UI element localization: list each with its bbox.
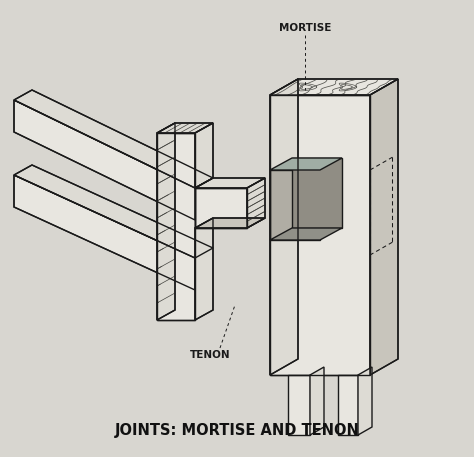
Polygon shape — [157, 123, 175, 320]
Polygon shape — [157, 133, 195, 320]
Polygon shape — [310, 367, 324, 435]
Polygon shape — [288, 375, 310, 435]
Polygon shape — [270, 95, 370, 375]
Polygon shape — [370, 79, 398, 375]
Polygon shape — [14, 90, 213, 188]
Polygon shape — [247, 178, 265, 228]
Polygon shape — [14, 165, 213, 258]
Polygon shape — [358, 367, 372, 435]
Polygon shape — [195, 188, 247, 228]
Polygon shape — [157, 123, 213, 133]
Polygon shape — [270, 79, 398, 95]
Polygon shape — [195, 218, 265, 228]
Polygon shape — [270, 158, 342, 170]
Text: TENON: TENON — [190, 350, 230, 360]
Polygon shape — [14, 100, 195, 220]
Polygon shape — [195, 178, 265, 188]
Polygon shape — [14, 175, 195, 290]
Polygon shape — [270, 79, 298, 375]
Text: JOINTS: MORTISE AND TENON: JOINTS: MORTISE AND TENON — [115, 423, 359, 437]
Text: MORTISE: MORTISE — [279, 23, 331, 33]
Polygon shape — [195, 123, 213, 188]
Polygon shape — [270, 228, 342, 240]
Polygon shape — [270, 170, 320, 240]
Polygon shape — [338, 375, 358, 435]
Polygon shape — [292, 158, 342, 228]
Polygon shape — [195, 218, 213, 320]
